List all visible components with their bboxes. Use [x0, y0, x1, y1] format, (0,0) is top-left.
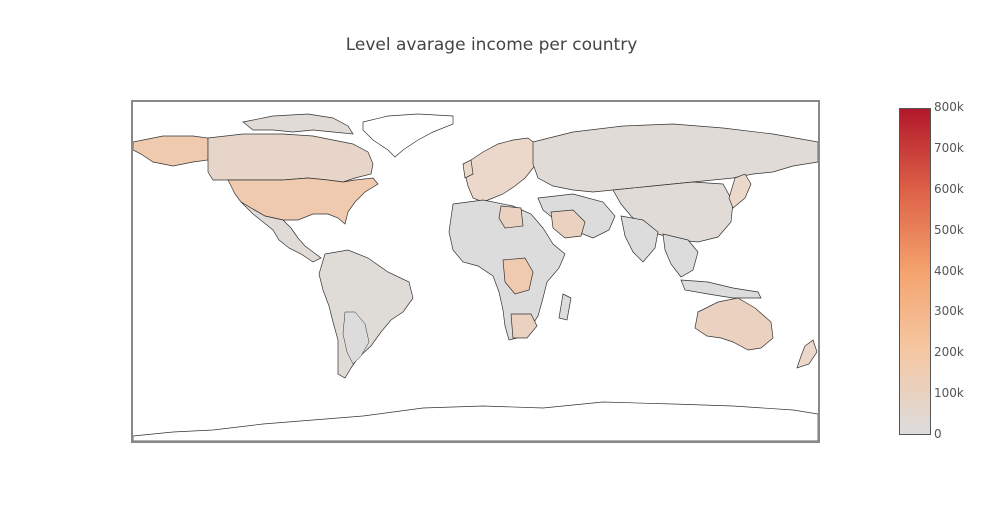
country-uk[interactable]	[462, 159, 474, 179]
country-australia[interactable]	[694, 297, 774, 351]
country-south-america[interactable]	[318, 249, 414, 379]
world-map[interactable]	[131, 100, 820, 443]
colorbar-tick-label: 300k	[934, 304, 964, 319]
colorbar-tick-label: 600k	[934, 181, 964, 196]
country-southern-cone[interactable]	[342, 311, 370, 365]
country-dr-congo[interactable]	[502, 257, 534, 295]
chart-title: Level avarage income per country	[345, 35, 638, 55]
country-indonesia[interactable]	[680, 279, 762, 299]
colorbar	[899, 108, 931, 435]
country-india[interactable]	[620, 215, 659, 263]
country-canada[interactable]	[207, 133, 374, 183]
colorbar-tick-label: 100k	[934, 386, 964, 401]
colorbar-tick-label: 400k	[934, 263, 964, 278]
colorbar-tick-label: 0	[934, 427, 942, 441]
colorbar-tick-label: 800k	[934, 100, 964, 114]
region-antarctica[interactable]	[133, 401, 818, 441]
country-usa[interactable]	[227, 177, 379, 225]
country-libya[interactable]	[498, 205, 524, 229]
country-mexico[interactable]	[240, 201, 322, 263]
country-saudi-arabia[interactable]	[550, 209, 586, 239]
country-alaska[interactable]	[133, 135, 209, 167]
colorbar-tick-label: 500k	[934, 222, 964, 237]
country-canada-islands[interactable]	[242, 113, 354, 135]
colorbar-tick-label: 200k	[934, 345, 964, 360]
country-new-zealand[interactable]	[796, 339, 818, 369]
country-russia[interactable]	[532, 123, 818, 193]
country-europe[interactable]	[464, 137, 539, 203]
colorbar-tick-label: 700k	[934, 140, 964, 155]
country-south-africa[interactable]	[510, 313, 538, 339]
country-madagascar[interactable]	[558, 293, 572, 321]
country-se-asia[interactable]	[662, 233, 699, 278]
country-china-region[interactable]	[612, 181, 734, 243]
world-map-svg	[133, 113, 818, 441]
country-japan[interactable]	[728, 173, 752, 209]
country-greenland[interactable]	[362, 113, 454, 158]
